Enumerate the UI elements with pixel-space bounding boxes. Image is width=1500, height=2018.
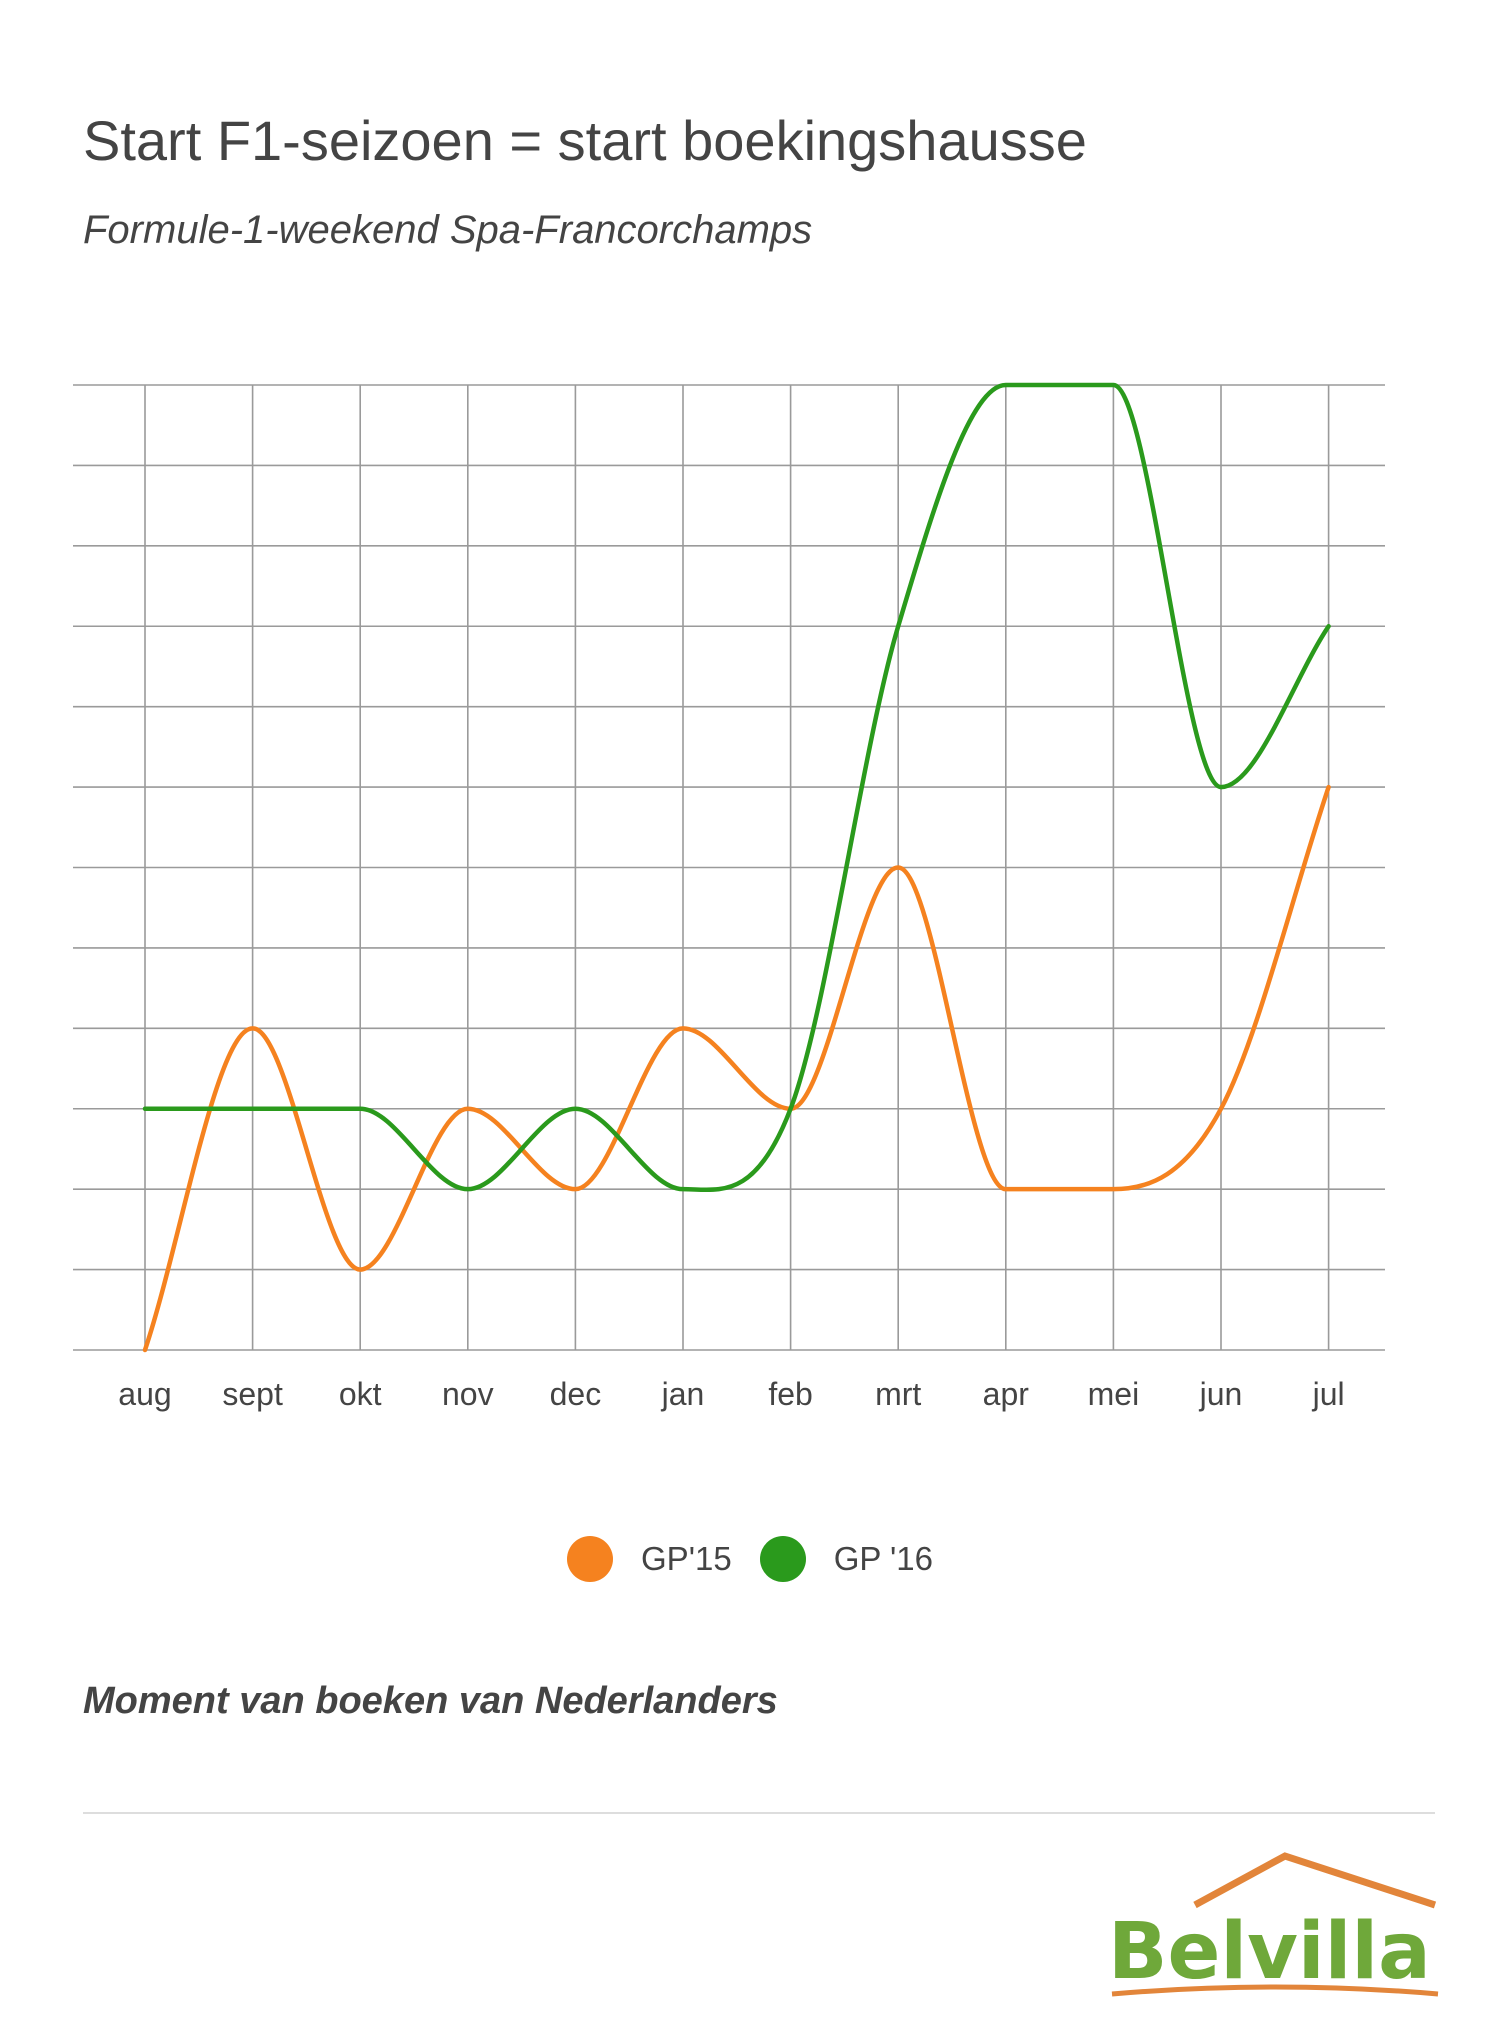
series-line-gp15 bbox=[142, 784, 1331, 1353]
legend-label-gp15: GP'15 bbox=[641, 1540, 732, 1577]
data-point-gp15 bbox=[1218, 1106, 1224, 1112]
data-point-gp15 bbox=[1003, 1186, 1009, 1192]
data-point-gp16 bbox=[572, 1106, 578, 1112]
x-tick-label: okt bbox=[339, 1376, 382, 1412]
data-point-gp15 bbox=[1326, 784, 1332, 790]
legend: GP'15 GP '16 bbox=[0, 1536, 1500, 1582]
divider bbox=[83, 1812, 1435, 1814]
data-point-gp15 bbox=[465, 1106, 471, 1112]
data-point-gp15 bbox=[572, 1186, 578, 1192]
data-point-gp16 bbox=[250, 1106, 256, 1112]
chart-lines bbox=[142, 382, 1332, 1353]
legend-swatch-gp16 bbox=[759, 1536, 806, 1582]
chart-title: Start F1-seizoen = start boekingshausse bbox=[83, 109, 1087, 172]
chart-grid bbox=[73, 384, 1385, 1351]
legend-item-gp16[interactable]: GP '16 bbox=[759, 1536, 933, 1582]
data-point-gp16 bbox=[895, 623, 901, 629]
x-tick-label: mei bbox=[1088, 1376, 1140, 1412]
data-point-gp15 bbox=[895, 865, 901, 871]
data-point-gp15 bbox=[680, 1025, 686, 1031]
data-point-gp16 bbox=[1110, 382, 1116, 388]
data-point-gp16 bbox=[142, 1106, 148, 1112]
data-point-gp15 bbox=[250, 1025, 256, 1031]
data-point-gp16 bbox=[465, 1186, 471, 1192]
x-tick-label: jun bbox=[1199, 1376, 1243, 1412]
belvilla-logo: Belvilla bbox=[1108, 1852, 1439, 1997]
x-tick-label: dec bbox=[550, 1376, 602, 1412]
line-chart: aug sept okt nov dec jan feb mrt apr mei jun jul bbox=[73, 382, 1385, 1412]
x-tick-label: jan bbox=[661, 1376, 705, 1412]
data-point-gp16 bbox=[1003, 382, 1009, 388]
footer-note: Moment van boeken van Nederlanders bbox=[83, 1680, 778, 1722]
x-tick-label: feb bbox=[768, 1376, 812, 1412]
data-point-gp16 bbox=[357, 1106, 363, 1112]
legend-swatch-gp15 bbox=[567, 1536, 614, 1582]
data-point-gp16 bbox=[1218, 784, 1224, 790]
x-tick-label: aug bbox=[118, 1376, 171, 1412]
data-point-gp16 bbox=[788, 1106, 794, 1112]
data-point-gp15 bbox=[1110, 1186, 1116, 1192]
x-tick-label: sept bbox=[222, 1376, 283, 1412]
x-tick-label: apr bbox=[983, 1376, 1030, 1412]
x-tick-label: jul bbox=[1312, 1376, 1345, 1412]
x-tick-label: mrt bbox=[875, 1376, 921, 1412]
series-line-gp16 bbox=[142, 382, 1331, 1193]
chart-subtitle: Formule-1-weekend Spa-Francorchamps bbox=[83, 208, 813, 252]
data-point-gp16 bbox=[1326, 623, 1332, 629]
data-point-gp15 bbox=[142, 1347, 148, 1353]
logo-wordmark: Belvilla bbox=[1108, 1907, 1431, 1997]
legend-label-gp16: GP '16 bbox=[833, 1540, 933, 1577]
data-point-gp16 bbox=[680, 1186, 686, 1192]
x-tick-label: nov bbox=[442, 1376, 494, 1412]
x-axis-ticks: aug sept okt nov dec jan feb mrt apr mei jun jul bbox=[118, 1376, 1344, 1412]
legend-item-gp15[interactable]: GP'15 bbox=[567, 1536, 732, 1582]
data-point-gp15 bbox=[357, 1267, 363, 1273]
